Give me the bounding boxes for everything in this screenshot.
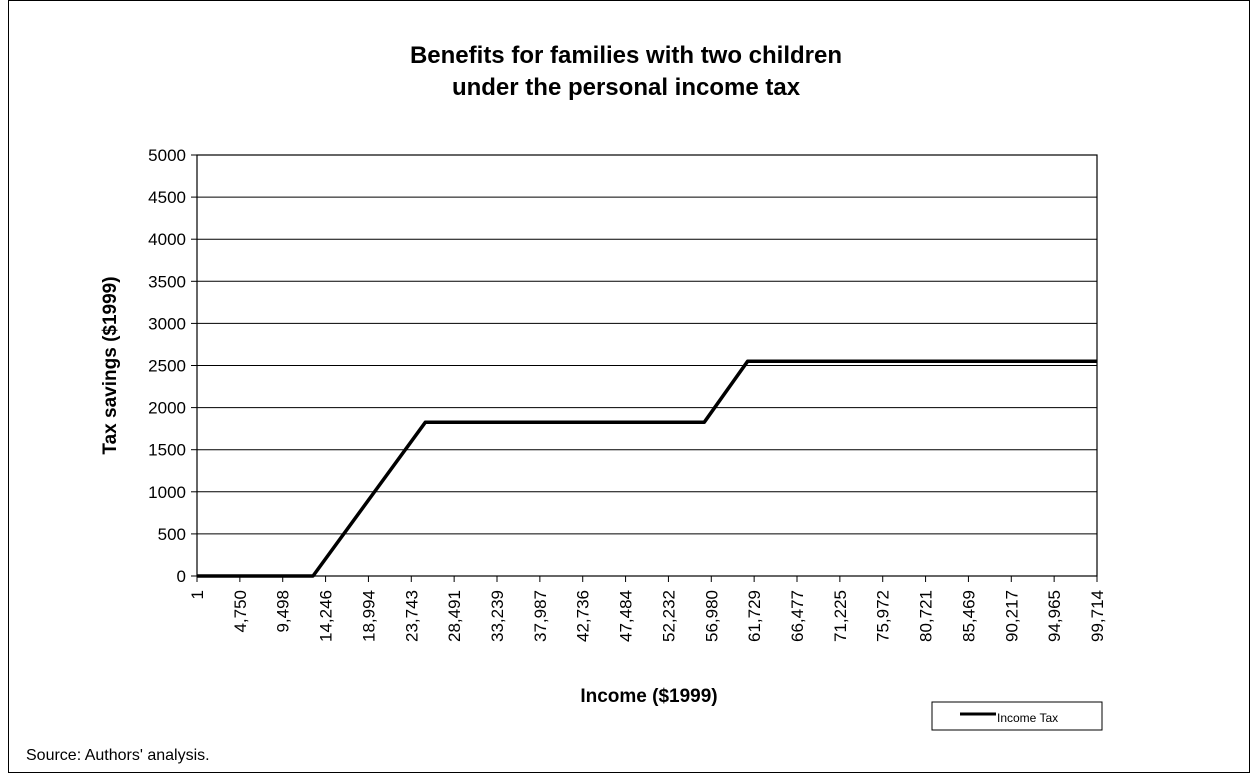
x-tick-label: 61,729: [745, 590, 764, 642]
y-tick-label: 5000: [148, 146, 186, 165]
y-tick-label: 500: [158, 525, 186, 544]
chart-title-line-2: under the personal income tax: [451, 74, 801, 101]
y-tick-label: 4000: [148, 230, 186, 249]
x-tick-label: 42,736: [574, 590, 593, 642]
chart-frame: [8, 0, 1250, 773]
x-tick-label: 52,232: [659, 590, 678, 642]
x-tick-label: 85,469: [959, 590, 978, 642]
legend-box: [931, 701, 1103, 731]
gridlines: [197, 196, 1097, 535]
x-axis-label: Income ($1999): [580, 686, 717, 707]
x-tick-label: 75,972: [874, 590, 893, 642]
x-tick-label: 9,498: [274, 590, 293, 633]
x-tick-label: 66,477: [788, 590, 807, 642]
y-tick-label: 2500: [148, 357, 186, 376]
x-tick-label: 18,994: [359, 590, 378, 642]
x-tick-label: 90,217: [1002, 590, 1021, 642]
chart-title: Benefits for families with two children …: [0, 40, 1252, 104]
x-tick-label: 4,750: [231, 590, 250, 633]
x-tick-label: 23,743: [402, 590, 421, 642]
x-tick-label: 47,484: [617, 590, 636, 642]
source-note: Source: Authors' analysis.: [26, 747, 210, 764]
x-tick-label: 71,225: [831, 590, 850, 642]
chart-title-line-1: Benefits for families with two children: [409, 42, 843, 69]
y-tick-label: 3500: [148, 272, 186, 291]
series-line: [197, 359, 1097, 578]
x-tick-label: 28,491: [445, 590, 464, 642]
x-tick-label: 56,980: [702, 590, 721, 642]
legend-label: Income Tax: [997, 711, 1058, 725]
y-tick-label: 1500: [148, 441, 186, 460]
y-tick-label: 2000: [148, 399, 186, 418]
x-tick-label: 37,987: [531, 590, 550, 642]
y-axis-label: Tax savings ($1999): [100, 276, 121, 454]
series-layer: [197, 359, 1097, 578]
y-tick-label: 0: [177, 567, 186, 586]
x-tick-label: 33,239: [488, 590, 507, 642]
x-tick-label: 14,246: [317, 590, 336, 642]
x-axis-ticks: 1 4,750 9,498 14,246 18,994 23,743 28,491 33,23…: [188, 576, 1107, 642]
x-tick-label: 1: [188, 590, 207, 599]
legend: Income Tax: [931, 701, 1103, 731]
x-tick-label: 80,721: [917, 590, 936, 642]
x-tick-label: 94,965: [1045, 590, 1064, 642]
y-tick-label: 1000: [148, 483, 186, 502]
y-tick-label: 4500: [148, 188, 186, 207]
y-axis-ticks: 0 500 1000 1500 2000 2500 3000 3500 4000 4500 5000: [148, 146, 197, 586]
y-tick-label: 3000: [148, 314, 186, 333]
x-tick-label: 99,714: [1088, 590, 1107, 642]
